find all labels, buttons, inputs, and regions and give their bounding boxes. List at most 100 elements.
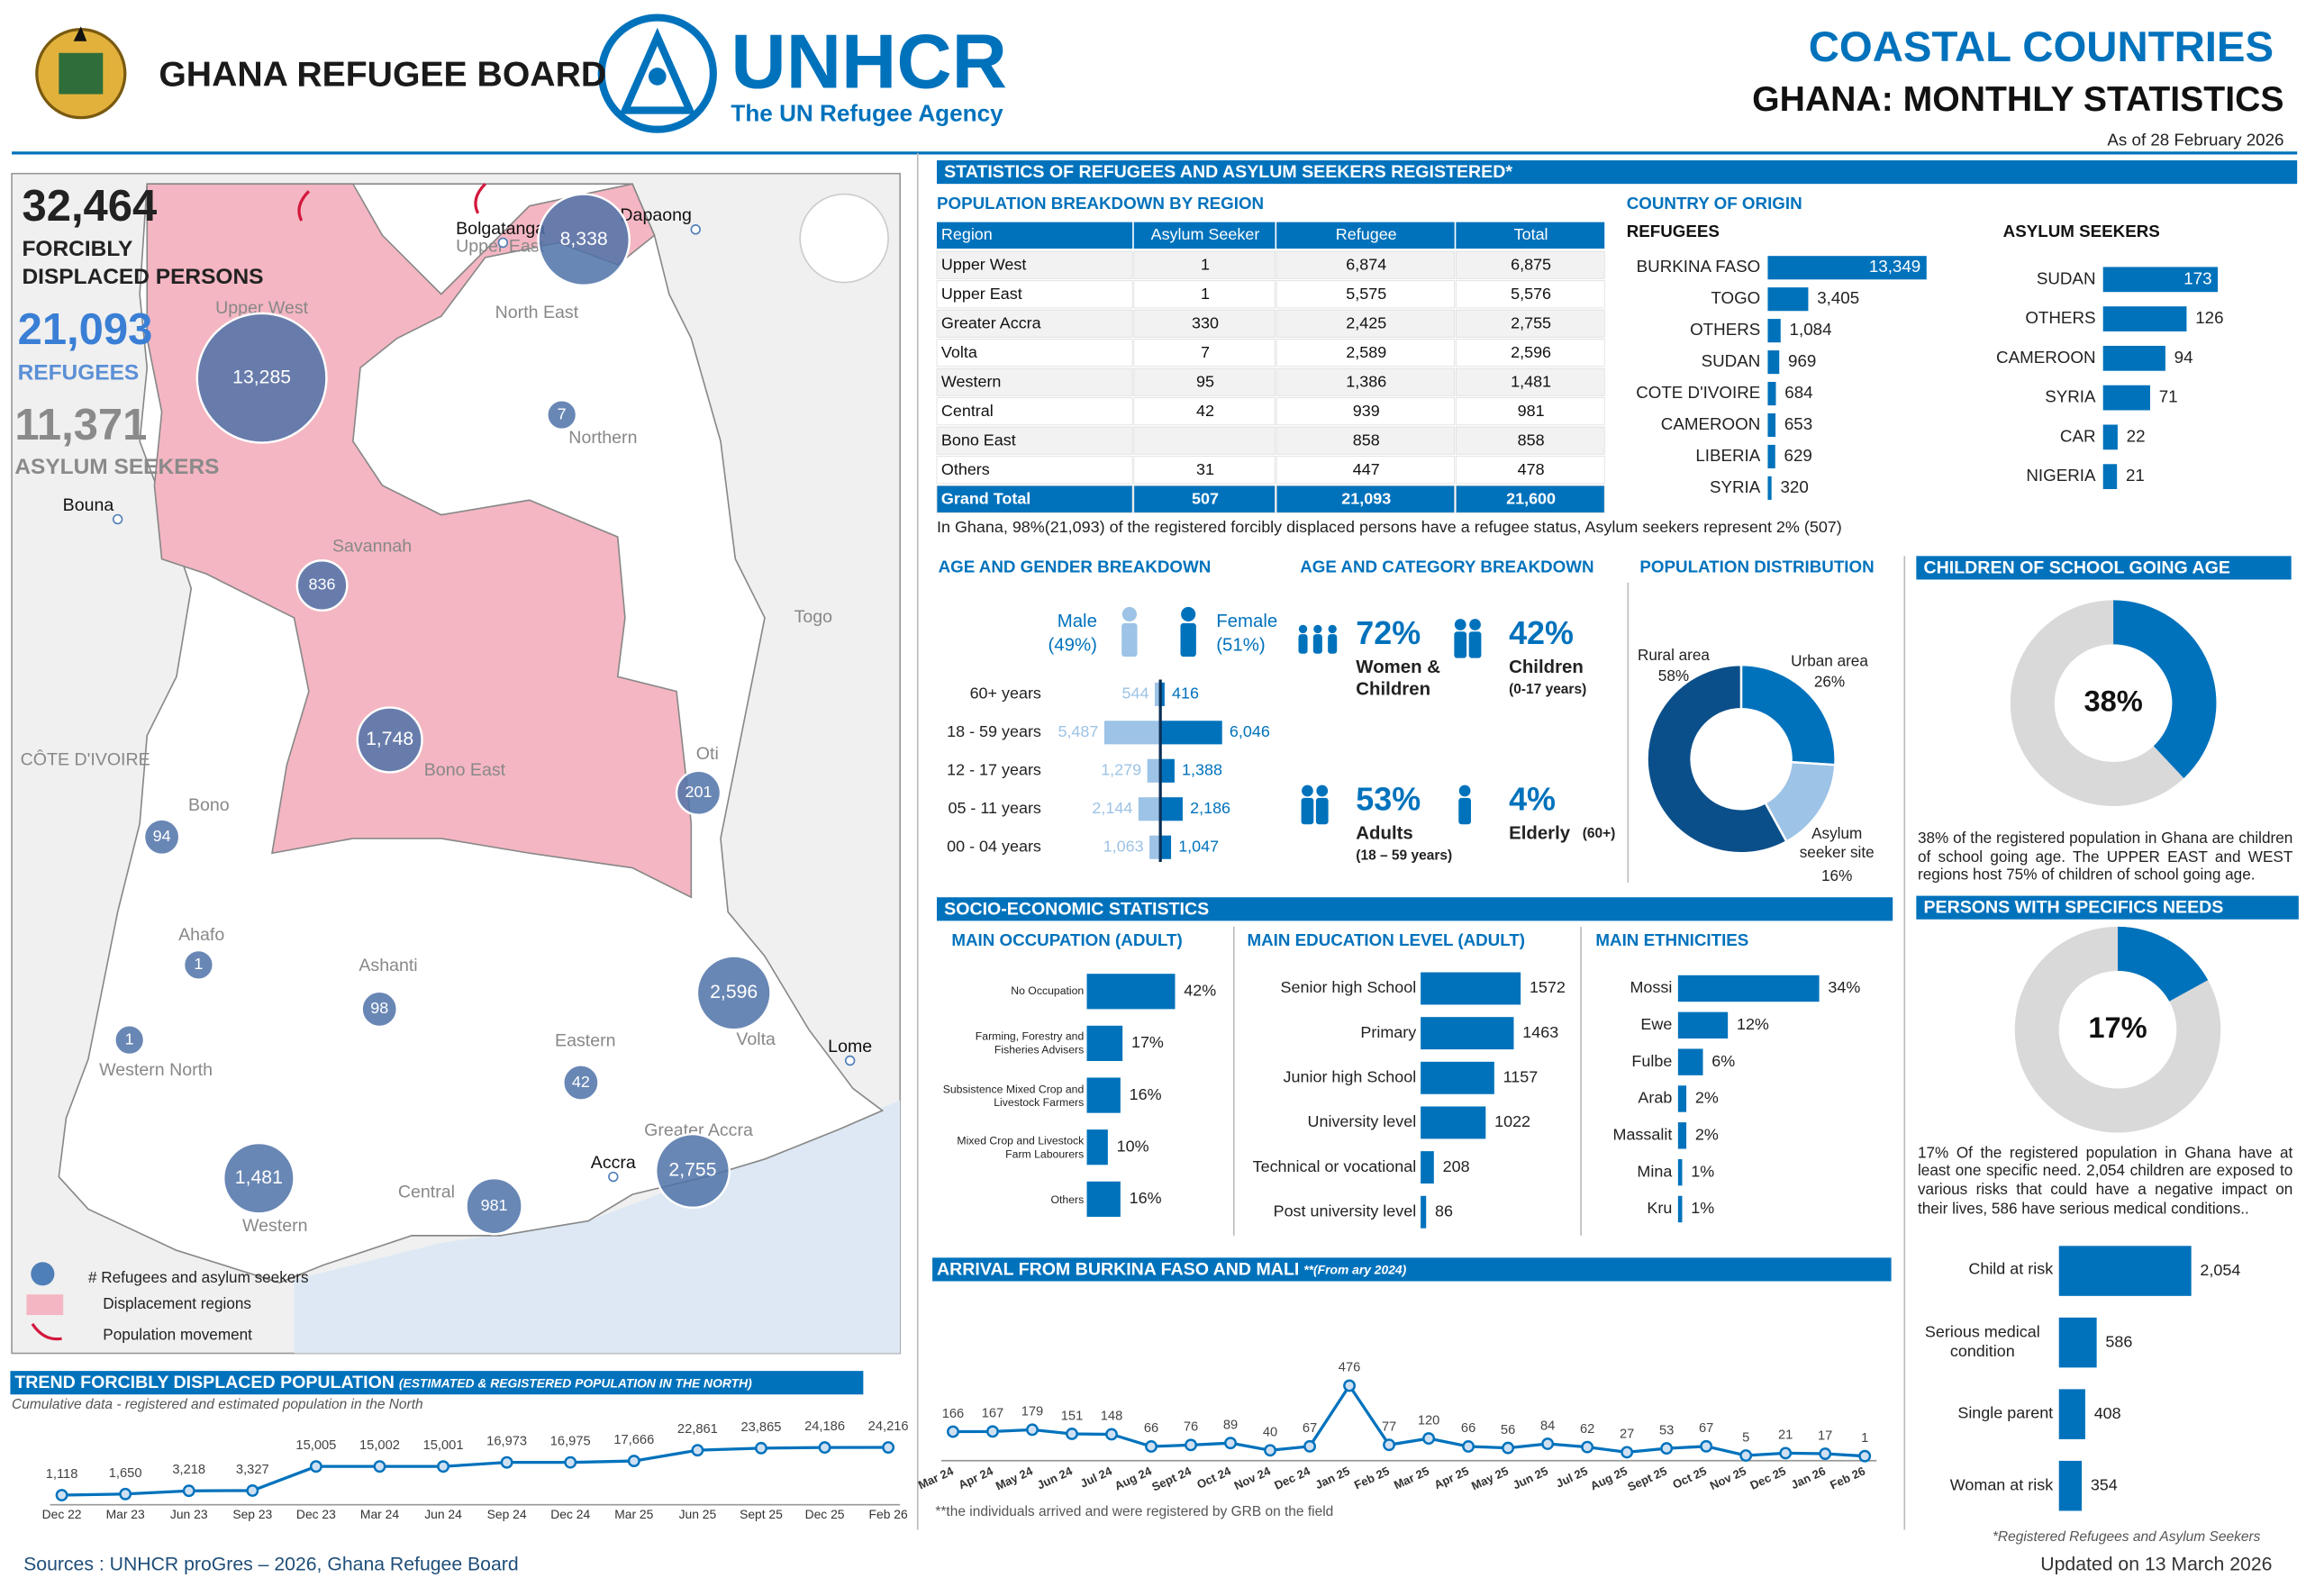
emblem-center: [59, 52, 104, 95]
bar: [1086, 1181, 1121, 1217]
table-header-cell: [1276, 222, 1455, 249]
table-cell-text: 939: [1353, 402, 1380, 420]
point: [1581, 1440, 1594, 1454]
region-label: Volta: [736, 1029, 776, 1049]
table-cell: [1133, 280, 1276, 309]
bar: [1767, 381, 1776, 406]
category-label: Ewe: [1640, 1015, 1672, 1033]
footnote: **the individuals arrived and were regis…: [935, 1504, 1333, 1519]
value-label: 416: [1172, 685, 1199, 703]
point: [627, 1455, 640, 1468]
region-label: Ashanti: [359, 956, 417, 975]
region-label: Ahafo: [178, 925, 224, 945]
org-tagline: The UN Refugee Agency: [731, 99, 1003, 126]
table-cell: [1276, 250, 1456, 279]
bar: [1160, 758, 1175, 783]
table-cell-text: 6,875: [1511, 255, 1551, 273]
x-tick-label: Dec 23: [296, 1507, 336, 1521]
value-label: 6%: [1711, 1052, 1735, 1070]
chart-title: REFUGEES: [1627, 222, 1720, 240]
region-label: Togo: [794, 607, 833, 627]
summary-label: ASYLUM SEEKERS: [14, 455, 219, 479]
category-label: SYRIA: [2045, 387, 2096, 406]
table-cell-text: 858: [1518, 431, 1545, 449]
point: [1779, 1446, 1793, 1460]
person-icon: [1313, 624, 1322, 634]
value-label: 22: [2127, 426, 2146, 445]
value-label: 320: [1780, 477, 1808, 496]
city-label: Accra: [591, 1153, 636, 1173]
map-bubble: [356, 706, 423, 774]
legend-label: Female: [1216, 612, 1277, 631]
bar: [1767, 350, 1780, 375]
point: [818, 1441, 831, 1455]
category-label: No Occupation: [1011, 984, 1084, 998]
region-label: Western: [242, 1216, 308, 1236]
value-label: 40: [1263, 1426, 1277, 1440]
point: [1660, 1442, 1674, 1455]
bar: [1160, 721, 1222, 745]
table-cell: [936, 485, 1133, 513]
bubble-label: 7: [558, 404, 567, 422]
map-bubble: [562, 1064, 600, 1102]
category-label: SUDAN: [2037, 268, 2096, 287]
person-icon: [1121, 622, 1138, 657]
slice-label: Urban area: [1791, 651, 1868, 669]
map-bubble: [546, 399, 578, 431]
bar: [1160, 797, 1183, 821]
table-cell: [1133, 250, 1276, 279]
map-bubble: [654, 1132, 731, 1210]
table-cell-text: Others: [941, 460, 990, 478]
bar: [1149, 835, 1161, 859]
category-value: 42%: [1509, 614, 1574, 651]
value-label: 21: [1778, 1428, 1793, 1443]
table-cell-text: 507: [1192, 489, 1219, 507]
section-subtitle: (ESTIMATED & REGISTERED POPULATION IN TH…: [399, 1375, 752, 1390]
point: [182, 1484, 195, 1498]
chart-title: MAIN OCCUPATION (ADULT): [951, 930, 1182, 949]
value-label: 586: [2105, 1332, 2132, 1350]
category-label: Women &: [1356, 657, 1440, 677]
table-cell: [1455, 397, 1605, 426]
donut-slice: [1739, 663, 1837, 766]
category-label: CAMEROON: [1996, 348, 2095, 367]
table-cell-text: 478: [1518, 460, 1545, 478]
bar: [2102, 267, 2219, 293]
bar: [1138, 797, 1161, 821]
legend-label: Male: [1058, 612, 1097, 631]
category-label: Woman at risk: [1950, 1476, 2053, 1494]
category-value: 4%: [1509, 781, 1556, 818]
value-label: 16%: [1130, 1085, 1162, 1103]
region-label: CÔTE D'IVOIRE: [21, 749, 150, 770]
map-bubble: [295, 559, 349, 612]
gauge-label: 17%: [2088, 1011, 2147, 1044]
value-label: 126: [2195, 308, 2223, 327]
summary-value: 11,371: [14, 401, 147, 449]
value-label: 21: [2126, 466, 2145, 485]
region-label: Central: [398, 1183, 455, 1202]
table-cell-text: 1,481: [1511, 372, 1551, 390]
table-header-cell: [1456, 222, 1605, 249]
person-icon: [1315, 797, 1329, 825]
map: [11, 172, 901, 1355]
person-icon: [1181, 606, 1196, 622]
table-cell-text: 1: [1201, 285, 1210, 303]
point: [882, 1441, 895, 1454]
point: [1303, 1439, 1316, 1453]
table-cell-text: Upper East: [941, 285, 1022, 303]
value-label: 148: [1101, 1410, 1123, 1424]
legend-region: [26, 1294, 64, 1316]
unhcr-emblem: [597, 14, 717, 133]
bar: [1421, 1061, 1494, 1094]
point: [1462, 1440, 1475, 1453]
value-label: 1,118: [46, 1467, 78, 1482]
section-title: CHILDREN OF SCHOOL GOING AGE: [1924, 558, 2230, 577]
bar: [2058, 1460, 2083, 1511]
category-label: TOGO: [1711, 288, 1760, 307]
bar: [1147, 758, 1161, 783]
person-icon: [1180, 622, 1196, 657]
value-label: 167: [982, 1407, 1004, 1421]
value-label: 544: [1121, 685, 1148, 703]
category-label: Mixed Crop and Livestock Farm Labourers: [957, 1134, 1085, 1161]
table-cell-text: Upper West: [941, 255, 1026, 273]
